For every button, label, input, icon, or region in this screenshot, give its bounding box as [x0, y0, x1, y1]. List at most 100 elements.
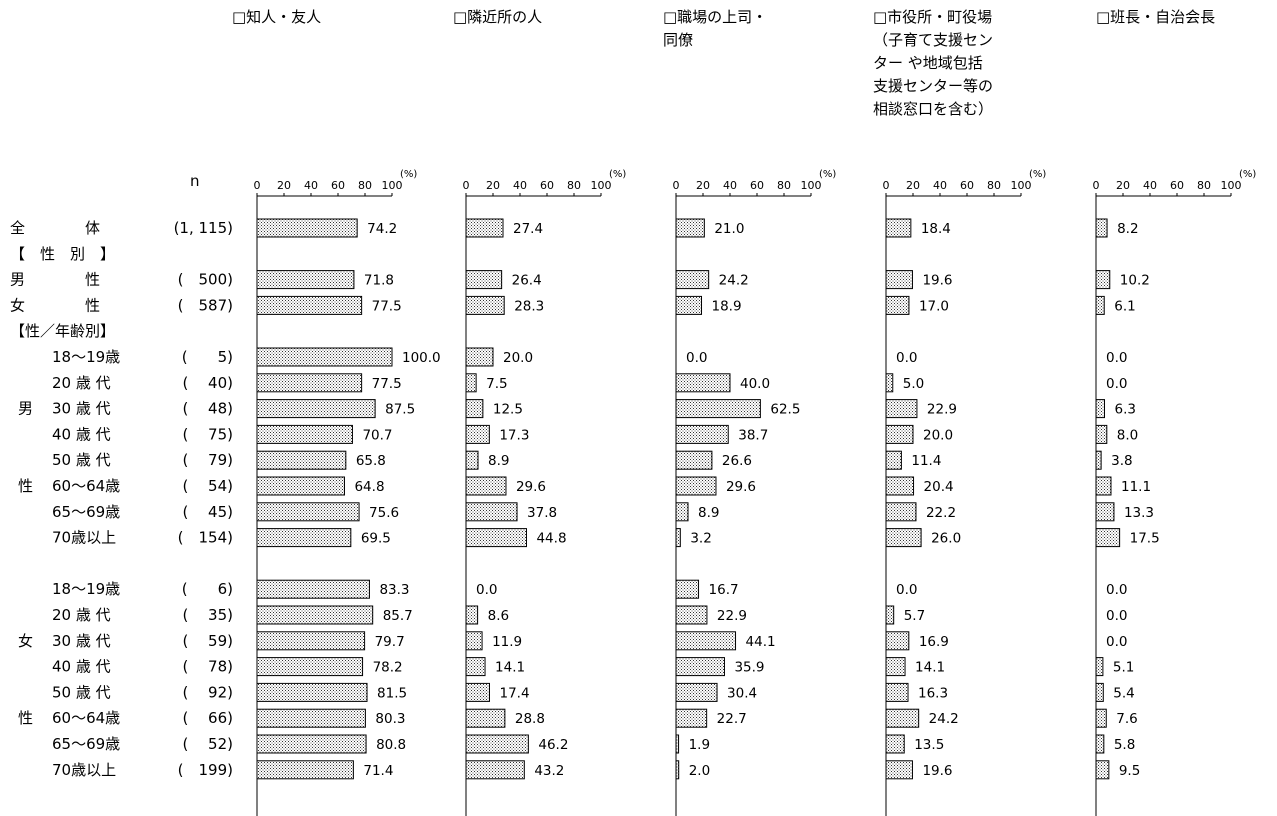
bar	[256, 605, 374, 625]
value-label: 24.2	[929, 711, 959, 727]
bar	[675, 373, 731, 393]
bar	[465, 734, 529, 754]
value-label: 2.0	[689, 763, 710, 779]
bar	[675, 657, 725, 677]
bar	[1095, 682, 1104, 702]
value-label: 11.9	[492, 634, 522, 650]
value-label: 6.1	[1114, 298, 1135, 314]
value-label: 13.5	[914, 737, 944, 753]
n-value: ( 40)	[182, 374, 233, 392]
value-label: 85.7	[383, 608, 413, 624]
value-label: 22.2	[926, 505, 956, 521]
bar	[675, 631, 737, 651]
value-label: 16.3	[918, 685, 948, 701]
bar	[256, 734, 367, 754]
series-title: 支援センター等の	[873, 77, 993, 95]
value-label: 26.6	[722, 453, 752, 469]
n-value: ( 199)	[178, 761, 233, 779]
tick-label: 60	[540, 179, 554, 192]
value-label: 3.2	[690, 531, 711, 547]
value-label: 64.8	[354, 479, 384, 495]
bars: 74.2 27.4 21.0 18.4 8.2 71.8 26.4 24.2 19.6 10.2 7…	[256, 218, 1160, 780]
value-label: 71.8	[364, 273, 394, 289]
value-label: 17.5	[1130, 531, 1160, 547]
value-label: 37.8	[527, 505, 557, 521]
bar	[465, 528, 527, 548]
value-label: 18.9	[712, 298, 742, 314]
bar	[256, 708, 366, 728]
bar	[885, 528, 922, 548]
bar	[1095, 270, 1111, 290]
bar	[256, 682, 368, 702]
tick-label: 40	[933, 179, 947, 192]
row-label: 40 歳 代	[52, 425, 111, 443]
n-value: ( 54)	[182, 477, 233, 495]
row-label: 50 歳 代	[52, 451, 111, 469]
tick-label: 100	[591, 179, 612, 192]
value-label: 17.0	[919, 298, 949, 314]
value-label: 83.3	[379, 582, 409, 598]
bar	[675, 295, 703, 315]
series-title: 同僚	[663, 31, 693, 49]
bar	[675, 579, 700, 599]
row-label: 20 歳 代	[52, 606, 111, 624]
value-label: 14.1	[915, 660, 945, 676]
row-label: 40 歳 代	[52, 658, 111, 676]
value-label: 5.4	[1113, 685, 1134, 701]
bar	[1095, 450, 1102, 470]
value-label: 43.2	[534, 763, 564, 779]
value-label: 29.6	[516, 479, 546, 495]
tick-label: 60	[750, 179, 764, 192]
series-title: □市役所・町役場	[873, 8, 992, 26]
bar	[465, 682, 490, 702]
bar	[675, 450, 713, 470]
bar	[256, 295, 363, 315]
n-value: ( 52)	[182, 735, 233, 753]
series-title: □知人・友人	[232, 8, 321, 26]
n-value: ( 35)	[182, 606, 233, 624]
bar	[256, 502, 360, 522]
tick-label: 20	[1116, 179, 1130, 192]
value-label: 10.2	[1120, 273, 1150, 289]
bar	[256, 760, 354, 780]
bar	[675, 682, 718, 702]
value-label: 26.4	[512, 273, 542, 289]
tick-label: 0	[883, 179, 890, 192]
value-label: 13.3	[1124, 505, 1154, 521]
value-label: 17.4	[499, 685, 529, 701]
value-label: 40.0	[740, 376, 770, 392]
row-label: 20 歳 代	[52, 374, 111, 392]
unit-label: (%)	[609, 169, 626, 180]
bar	[1095, 734, 1105, 754]
value-label: 8.9	[698, 505, 719, 521]
bar	[885, 708, 920, 728]
tick-label: 100	[382, 179, 403, 192]
n-value: ( 5)	[182, 348, 233, 366]
series-title: □班長・自治会長	[1096, 8, 1215, 26]
row-label: 70歳以上	[52, 761, 116, 779]
unit-label: (%)	[1239, 169, 1256, 180]
value-label: 0.0	[1106, 350, 1127, 366]
value-label: 5.0	[903, 376, 924, 392]
bar	[675, 476, 717, 496]
bar	[256, 476, 345, 496]
series-title: 相談窓口を含む）	[873, 100, 993, 118]
value-label: 29.6	[726, 479, 756, 495]
group-side-label: 男	[18, 400, 33, 418]
value-label: 38.7	[738, 427, 768, 443]
bar	[465, 708, 506, 728]
bar	[465, 373, 477, 393]
bar	[1095, 399, 1106, 419]
row-label: 男 性	[10, 271, 100, 289]
bar	[885, 682, 909, 702]
bar	[885, 657, 906, 677]
value-label: 24.2	[719, 273, 749, 289]
bar	[256, 528, 352, 548]
bar	[465, 347, 494, 367]
row-label: 60～64歳	[52, 477, 120, 495]
value-label: 28.3	[514, 298, 544, 314]
bar	[885, 424, 914, 444]
value-label: 30.4	[727, 685, 757, 701]
value-label: 8.9	[488, 453, 509, 469]
value-label: 22.9	[717, 608, 747, 624]
